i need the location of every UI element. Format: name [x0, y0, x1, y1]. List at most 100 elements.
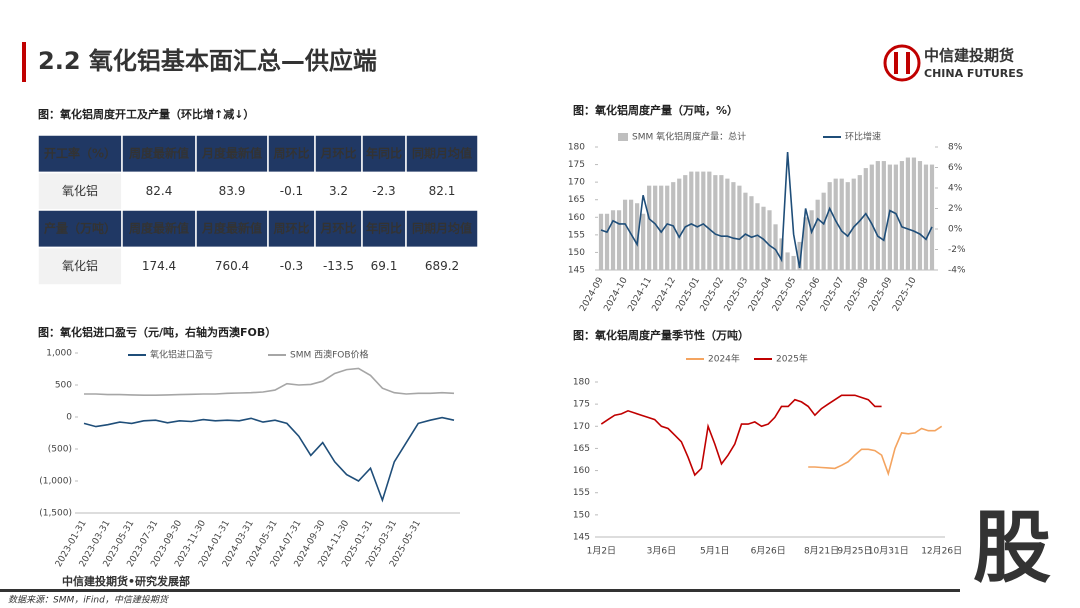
- bar: [604, 213, 610, 270]
- table-cell-text: 69.1: [371, 259, 398, 273]
- bar: [809, 210, 814, 270]
- bar: [641, 213, 646, 270]
- table-header-cell: [121, 134, 197, 174]
- bar: [677, 178, 682, 270]
- title-accent: [22, 42, 26, 82]
- y-tick-label: 175: [568, 160, 585, 170]
- legend-label: 环比增速: [845, 131, 881, 143]
- slide-title: 2.2 氧化铝基本面汇总—供应端: [38, 47, 377, 75]
- table-cell: [195, 171, 269, 211]
- bar: [911, 157, 917, 270]
- x-tick-label: 2025-10: [891, 276, 919, 314]
- y-tick-label: 155: [573, 488, 590, 498]
- brand: 中信建投期货: [924, 47, 1014, 65]
- x-tick-label: 1月2日: [587, 546, 616, 557]
- y2-tick-label: 4%: [948, 184, 963, 194]
- table-cell-text: -2.3: [372, 184, 395, 198]
- table-cell-text: -0.1: [280, 184, 303, 198]
- bar: [905, 157, 911, 270]
- bar: [653, 185, 658, 270]
- table-cell: [121, 246, 197, 286]
- bar: [803, 217, 808, 270]
- bar: [863, 168, 868, 270]
- y-tick-label: 175: [573, 400, 590, 410]
- bar: [647, 185, 652, 270]
- y-tick-label: 500: [55, 381, 72, 391]
- bar: [923, 164, 929, 270]
- table-header-text: 月环比: [319, 220, 356, 235]
- y-tick-label: 160: [568, 213, 585, 223]
- chart-title: 图：氧化铝周度产量（万吨，%）: [573, 103, 738, 117]
- table-cell-text: 氧化铝: [62, 183, 98, 198]
- bar: [839, 178, 844, 270]
- y-tick-label: 170: [573, 422, 590, 432]
- line: [808, 425, 943, 477]
- bar: [773, 224, 778, 270]
- table-header-text: 年同比: [366, 145, 402, 160]
- bar: [845, 182, 850, 270]
- table-header-text: 年同比: [366, 220, 402, 235]
- table-cell: [361, 246, 407, 286]
- table-header-cell: [361, 209, 407, 249]
- y2-tick-label: 2%: [948, 204, 963, 214]
- bar: [743, 192, 748, 270]
- table-cell: [314, 171, 363, 211]
- table-header-text: 同期月均值: [412, 220, 472, 235]
- y-tick-label: 180: [568, 143, 585, 153]
- footer-dept: 中信建投期货•研究发展部: [62, 574, 190, 588]
- bar: [755, 203, 760, 270]
- logo-mark: [883, 44, 921, 82]
- logo-mark: [894, 52, 898, 74]
- table-header-cell: [37, 134, 123, 174]
- bar: [887, 164, 892, 270]
- y-tick-label: (500): [48, 445, 72, 455]
- bar: [683, 175, 688, 270]
- bar: [821, 192, 826, 270]
- table-header-cell: [361, 134, 407, 174]
- x-tick-label: 6月26日: [751, 546, 786, 557]
- table-cell: [37, 246, 123, 286]
- table-header-cell: [121, 209, 197, 249]
- y-tick-label: 165: [573, 444, 590, 454]
- table-header-text: 周度最新值: [129, 145, 189, 160]
- legend-label: 氧化铝进口盈亏: [150, 349, 213, 361]
- bar: [749, 196, 754, 270]
- y-tick-label: 180: [573, 378, 590, 388]
- y2-tick-label: -2%: [948, 245, 966, 255]
- footer-source: 数据来源：SMM，iFind，中信建投期货: [8, 595, 170, 606]
- bar: [707, 171, 712, 270]
- table-cell-text: 82.1: [429, 184, 456, 198]
- bar: [701, 171, 706, 270]
- y-tick-label: 155: [568, 230, 585, 240]
- table-header-text: 同期月均值: [412, 145, 472, 160]
- bar: [875, 161, 880, 270]
- table-cell: [267, 246, 316, 286]
- bar: [695, 171, 700, 270]
- table-cell-text: 760.4: [215, 259, 249, 273]
- bar: [851, 178, 856, 270]
- x-tick-label: 8月21日: [804, 546, 839, 557]
- table-header-text: 月环比: [319, 145, 356, 160]
- y2-tick-label: 8%: [948, 143, 963, 153]
- x-tick-label: 9月25日: [837, 546, 872, 557]
- legend-label: 2025年: [776, 353, 808, 365]
- bar: [785, 252, 790, 270]
- y-tick-label: 165: [568, 195, 585, 205]
- y-tick-label: 0: [66, 413, 72, 423]
- bar: [893, 164, 898, 270]
- bar: [598, 213, 604, 270]
- chart-title: 图：氧化铝周度产量季节性（万吨）: [573, 328, 749, 342]
- x-tick-label: 5月1日: [700, 546, 729, 557]
- bar: [797, 241, 802, 270]
- line: [600, 152, 933, 269]
- bar: [689, 171, 694, 270]
- badge: 股: [973, 503, 1051, 593]
- y-tick-label: 1,000: [46, 349, 72, 359]
- bar: [857, 175, 862, 270]
- table-cell-text: -0.3: [280, 259, 303, 273]
- table-header-text: 产量（万吨）: [44, 220, 116, 235]
- y2-tick-label: 0%: [948, 225, 963, 235]
- brand-en: CHINA FUTURES: [924, 67, 1024, 80]
- line: [600, 394, 882, 477]
- table-cell-text: 82.4: [146, 184, 173, 198]
